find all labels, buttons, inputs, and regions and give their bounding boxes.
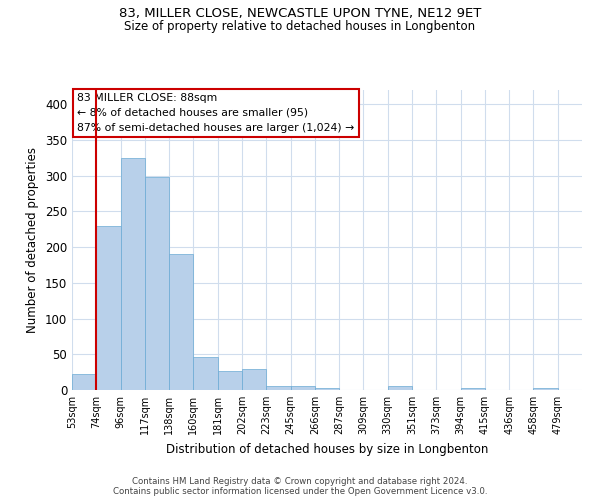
Bar	[388, 386, 412, 390]
Bar	[315, 388, 339, 390]
Bar	[266, 386, 290, 390]
Bar	[218, 370, 242, 390]
Bar	[72, 374, 96, 390]
Bar	[242, 370, 266, 390]
Bar	[461, 388, 485, 390]
Text: 83, MILLER CLOSE, NEWCASTLE UPON TYNE, NE12 9ET: 83, MILLER CLOSE, NEWCASTLE UPON TYNE, N…	[119, 8, 481, 20]
Bar	[96, 226, 121, 390]
Bar	[169, 254, 193, 390]
Text: Contains HM Land Registry data © Crown copyright and database right 2024.: Contains HM Land Registry data © Crown c…	[132, 478, 468, 486]
Text: Size of property relative to detached houses in Longbenton: Size of property relative to detached ho…	[124, 20, 476, 33]
Bar	[193, 357, 218, 390]
Bar	[290, 386, 315, 390]
Bar	[533, 388, 558, 390]
Bar	[121, 158, 145, 390]
Text: Contains public sector information licensed under the Open Government Licence v3: Contains public sector information licen…	[113, 488, 487, 496]
Y-axis label: Number of detached properties: Number of detached properties	[26, 147, 40, 333]
Text: Distribution of detached houses by size in Longbenton: Distribution of detached houses by size …	[166, 442, 488, 456]
Text: 83 MILLER CLOSE: 88sqm
← 8% of detached houses are smaller (95)
87% of semi-deta: 83 MILLER CLOSE: 88sqm ← 8% of detached …	[77, 93, 355, 132]
Bar	[145, 177, 169, 390]
